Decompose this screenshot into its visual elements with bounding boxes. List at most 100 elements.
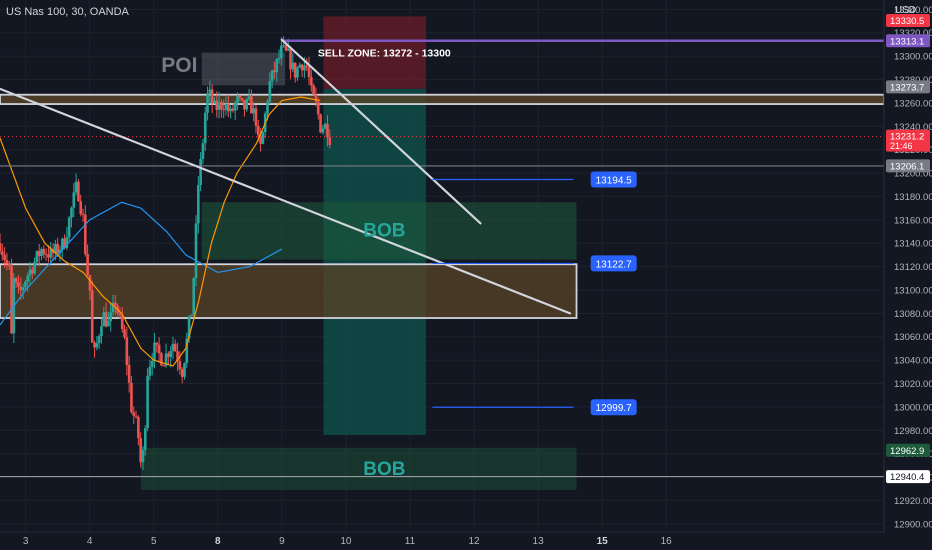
candle-body: [183, 363, 186, 377]
time-axis-tick: 3: [23, 536, 29, 547]
candle-body: [42, 249, 46, 254]
candle-body: [296, 67, 299, 78]
price-axis-tick: 13120.00: [894, 262, 932, 273]
time-axis-tick: 8: [215, 536, 221, 547]
candle-body: [321, 128, 325, 133]
time-axis-tick: 16: [661, 536, 673, 547]
candle-body: [254, 108, 258, 126]
target-13122-line-badge: [590, 255, 637, 272]
time-axis-tick: 9: [279, 536, 285, 547]
candle-body: [273, 70, 276, 73]
candle-body: [303, 65, 306, 71]
price-axis-tick: 13260.00: [894, 98, 932, 109]
candle-body: [7, 263, 11, 267]
candle-body: [227, 103, 230, 112]
candle-body: [19, 286, 23, 291]
price-tag-13273-text: 13273.7: [890, 82, 924, 93]
price-axis-tick: 12900.00: [894, 519, 932, 530]
candle-body: [90, 290, 94, 343]
candle-body: [146, 375, 149, 429]
candle-body: [169, 350, 172, 357]
candle-body: [0, 243, 2, 252]
candle-body: [35, 251, 39, 262]
candle-body: [54, 243, 57, 253]
candle-body: [95, 343, 99, 348]
price-tag-13313-text: 13313.1: [890, 36, 924, 47]
symbol-label: US Nas 100, 30, OANDA: [6, 6, 129, 18]
candle-body: [150, 360, 154, 367]
candle-body: [305, 65, 309, 67]
target-13194-line-label: 13194.5: [596, 175, 633, 186]
price-axis-tick: 12980.00: [894, 426, 932, 437]
candle-body: [280, 45, 283, 58]
candle-body: [173, 343, 177, 352]
moving-average-blue: [0, 201, 283, 326]
price-tag-13206-text: 13206.1: [890, 161, 924, 172]
candle-body: [79, 201, 83, 214]
price-tag-13231: [886, 129, 930, 152]
candle-body: [102, 312, 106, 327]
candle-body: [111, 302, 115, 313]
candle-body: [139, 438, 142, 463]
candle-body: [93, 342, 96, 348]
poi-label: POI: [161, 54, 197, 77]
target-13194-line-badge: [590, 171, 637, 188]
candle-body: [256, 125, 260, 136]
price-tag-13231-text: 13231.2: [890, 132, 924, 143]
candle-body: [192, 278, 196, 315]
candle-body: [316, 101, 320, 115]
candle-body: [206, 93, 209, 113]
candle-body: [155, 342, 159, 345]
currency-label: USD: [894, 5, 916, 16]
support-band-outline: [0, 263, 578, 319]
candle-body: [14, 278, 18, 283]
price-axis-tick: 13140.00: [894, 239, 932, 250]
candle-body: [49, 248, 53, 258]
candle-body: [123, 329, 126, 338]
candle-body: [72, 192, 76, 208]
candle-body: [266, 101, 269, 114]
candle-body: [28, 269, 32, 276]
candle-body: [127, 364, 131, 383]
long-trendline: [0, 87, 572, 315]
support-band: [0, 264, 577, 319]
candle-body: [88, 274, 92, 291]
price-tag-13231-countdown: 21:46: [890, 141, 913, 151]
candle-body: [185, 338, 189, 364]
candle-body: [203, 112, 207, 144]
candle-body: [217, 102, 221, 110]
target-12999-line-label: 12999.7: [596, 403, 633, 414]
candle-body: [220, 102, 223, 110]
price-axis-tick: 12920.00: [894, 496, 932, 507]
price-tag-12962: [886, 443, 930, 457]
bob-upper-zone: [201, 202, 577, 260]
candle-body: [298, 64, 302, 68]
candle-body: [307, 66, 311, 78]
candle-body: [328, 137, 332, 145]
candle-body: [238, 95, 242, 98]
target-12999-line-badge: [590, 399, 637, 416]
candle-body: [160, 353, 163, 366]
candle-body: [77, 181, 80, 202]
price-tag-13330-text: 13330.5: [890, 16, 924, 27]
moving-average-orange: [0, 96, 321, 367]
candle-body: [157, 344, 161, 354]
candle-body: [107, 321, 110, 327]
candle-body: [286, 48, 290, 51]
candle-body: [56, 243, 59, 254]
candle-body: [84, 214, 87, 255]
price-axis-tick: 13040.00: [894, 356, 932, 367]
candle-body: [293, 62, 297, 78]
candle-body: [58, 249, 62, 254]
price-axis-tick: 13340.00: [894, 5, 932, 16]
candle-body: [44, 253, 48, 255]
candle-body: [233, 103, 237, 111]
price-tag-12940: [886, 470, 930, 484]
price-tag-13273: [886, 80, 930, 94]
price-axis-tick: 13080.00: [894, 309, 932, 320]
bob-upper-label: BOB: [363, 221, 405, 242]
candle-body: [300, 64, 304, 71]
time-axis-tick: 5: [151, 536, 157, 547]
